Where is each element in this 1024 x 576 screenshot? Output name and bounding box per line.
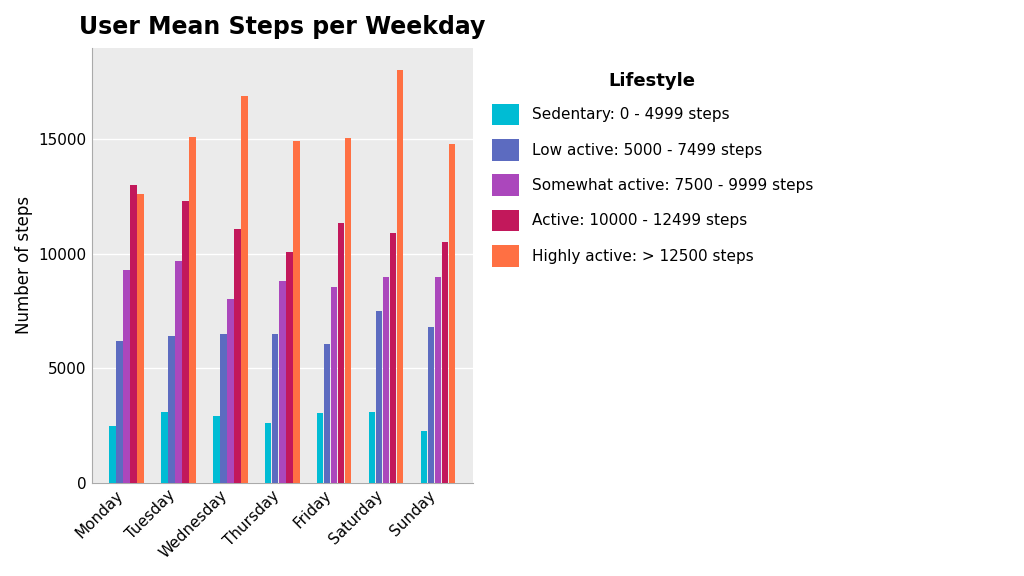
Legend: Sedentary: 0 - 4999 steps, Low active: 5000 - 7499 steps, Somewhat active: 7500 : Sedentary: 0 - 4999 steps, Low active: 5… xyxy=(484,65,820,274)
Bar xyxy=(441,242,449,483)
Bar xyxy=(421,431,427,483)
Bar xyxy=(279,281,286,483)
Title: User Mean Steps per Weekday: User Mean Steps per Weekday xyxy=(79,15,485,39)
Bar xyxy=(345,138,351,483)
Bar xyxy=(390,233,396,483)
Bar xyxy=(324,344,331,483)
Bar xyxy=(286,252,293,483)
Bar xyxy=(233,229,241,483)
Bar xyxy=(137,194,143,483)
Bar xyxy=(369,412,376,483)
Bar xyxy=(188,137,196,483)
Bar xyxy=(434,277,441,483)
Bar xyxy=(182,201,188,483)
Bar xyxy=(226,298,233,483)
Bar xyxy=(449,144,456,483)
Bar xyxy=(123,270,130,483)
Bar xyxy=(338,223,344,483)
Bar xyxy=(331,287,338,483)
Bar xyxy=(241,96,248,483)
Y-axis label: Number of steps: Number of steps xyxy=(15,196,33,335)
Bar xyxy=(213,416,219,483)
Bar xyxy=(109,426,116,483)
Bar xyxy=(175,261,181,483)
Bar xyxy=(376,311,382,483)
Bar xyxy=(130,185,136,483)
Bar xyxy=(383,277,389,483)
Bar xyxy=(293,141,300,483)
Bar xyxy=(316,413,324,483)
Bar xyxy=(116,341,123,483)
Bar xyxy=(428,327,434,483)
Bar xyxy=(271,334,279,483)
Bar xyxy=(161,412,168,483)
Bar xyxy=(396,70,403,483)
Bar xyxy=(220,334,226,483)
Bar xyxy=(265,423,271,483)
Bar xyxy=(168,336,174,483)
